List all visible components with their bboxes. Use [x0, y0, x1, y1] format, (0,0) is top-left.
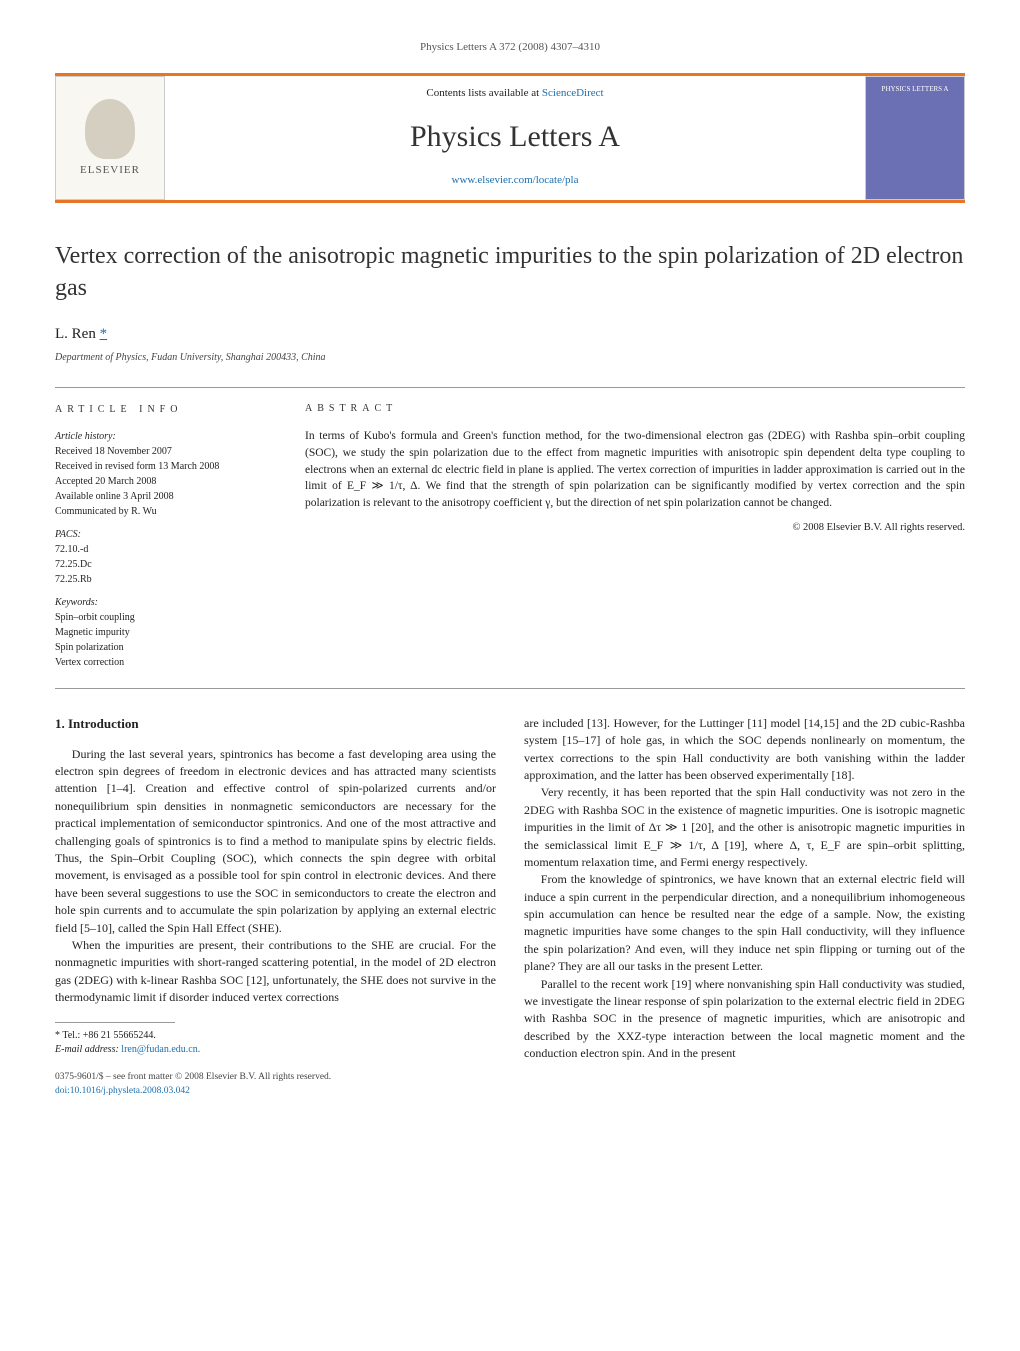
footnote-block: * Tel.: +86 21 55665244. E-mail address:… [55, 1029, 496, 1057]
publisher-name: ELSEVIER [80, 163, 140, 178]
keyword-item: Vertex correction [55, 655, 275, 670]
paragraph: From the knowledge of spintronics, we ha… [524, 871, 965, 975]
history-item: Communicated by R. Wu [55, 504, 275, 519]
author-name: L. Ren [55, 326, 96, 342]
history-item: Received in revised form 13 March 2008 [55, 459, 275, 474]
paragraph: are included [13]. However, for the Lutt… [524, 715, 965, 785]
abstract-copyright: © 2008 Elsevier B.V. All rights reserved… [305, 520, 965, 535]
keyword-item: Spin polarization [55, 640, 275, 655]
journal-banner: ELSEVIER Contents lists available at Sci… [55, 73, 965, 203]
history-label: Article history: [55, 429, 275, 444]
footnote-separator [55, 1022, 175, 1023]
journal-site-link[interactable]: www.elsevier.com/locate/pla [452, 174, 579, 186]
keywords-label: Keywords: [55, 595, 275, 610]
issn-line: 0375-9601/$ – see front matter © 2008 El… [55, 1071, 496, 1085]
article-title: Vertex correction of the anisotropic mag… [55, 241, 965, 303]
cover-text: PHYSICS LETTERS A [882, 85, 949, 95]
paragraph: Parallel to the recent work [19] where n… [524, 976, 965, 1063]
running-head: Physics Letters A 372 (2008) 4307–4310 [55, 40, 965, 55]
publisher-logo: ELSEVIER [55, 76, 165, 200]
paragraph: Very recently, it has been reported that… [524, 784, 965, 871]
column-right: are included [13]. However, for the Lutt… [524, 715, 965, 1099]
affiliation: Department of Physics, Fudan University,… [55, 351, 965, 365]
abstract-heading: ABSTRACT [305, 402, 965, 417]
author-email-link[interactable]: lren@fudan.edu.cn. [121, 1044, 200, 1055]
journal-cover-thumb: PHYSICS LETTERS A [865, 76, 965, 200]
email-label: E-mail address: [55, 1044, 119, 1055]
pacs-label: PACS: [55, 527, 275, 542]
pacs-item: 72.10.-d [55, 542, 275, 557]
contents-prefix: Contents lists available at [426, 87, 541, 99]
journal-title: Physics Letters A [165, 116, 865, 158]
front-matter-block: 0375-9601/$ – see front matter © 2008 El… [55, 1071, 496, 1099]
abstract-panel: ABSTRACT In terms of Kubo's formula and … [305, 402, 965, 670]
author-line: L. Ren * [55, 324, 965, 345]
section-heading: 1. Introduction [55, 715, 496, 734]
pacs-item: 72.25.Dc [55, 557, 275, 572]
history-item: Available online 3 April 2008 [55, 489, 275, 504]
history-item: Received 18 November 2007 [55, 444, 275, 459]
doi-link[interactable]: doi:10.1016/j.physleta.2008.03.042 [55, 1086, 190, 1096]
column-left: 1. Introduction During the last several … [55, 715, 496, 1099]
keyword-item: Spin–orbit coupling [55, 610, 275, 625]
history-item: Accepted 20 March 2008 [55, 474, 275, 489]
corresponding-star-link[interactable]: * [100, 326, 108, 342]
paragraph: During the last several years, spintroni… [55, 746, 496, 937]
article-info-panel: ARTICLE INFO Article history: Received 1… [55, 402, 275, 670]
article-info-heading: ARTICLE INFO [55, 402, 275, 417]
article-info-row: ARTICLE INFO Article history: Received 1… [55, 387, 965, 689]
sciencedirect-link[interactable]: ScienceDirect [542, 87, 604, 99]
pacs-item: 72.25.Rb [55, 572, 275, 587]
banner-center: Contents lists available at ScienceDirec… [165, 76, 865, 200]
elsevier-tree-icon [85, 99, 135, 159]
footnote-star: * [55, 1030, 60, 1041]
abstract-text: In terms of Kubo's formula and Green's f… [305, 428, 965, 511]
paragraph: When the impurities are present, their c… [55, 937, 496, 1007]
body-columns: 1. Introduction During the last several … [55, 715, 965, 1099]
contents-line: Contents lists available at ScienceDirec… [165, 86, 865, 101]
keyword-item: Magnetic impurity [55, 625, 275, 640]
footnote-tel: Tel.: +86 21 55665244. [62, 1030, 156, 1041]
